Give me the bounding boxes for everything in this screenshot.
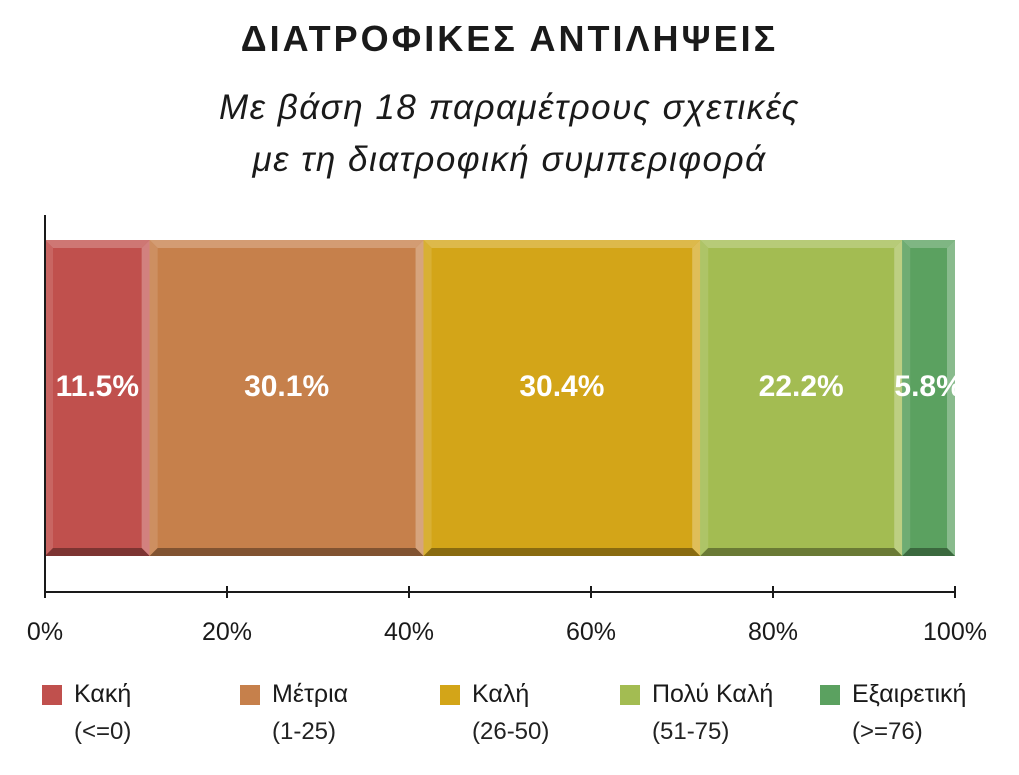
bar-segment-5: 5.8% [894, 240, 963, 556]
stacked-bar-chart: 11.5% 30.1% 30.4% 22.2% 5.8% 0% 20% 40% 60% 80% 1… [27, 215, 987, 646]
legend-range: (<=0) [74, 718, 132, 745]
data-label-1: 11.5% [56, 370, 139, 403]
data-label-5: 5.8% [894, 370, 962, 403]
legend-swatch [240, 685, 260, 705]
legend-range: (51-75) [652, 718, 730, 745]
x-tick-label: 40% [384, 618, 434, 646]
x-tick-label: 60% [566, 618, 616, 646]
data-label-3: 30.4% [519, 370, 604, 403]
legend-range: (>=76) [852, 718, 923, 745]
legend-label: Εξαιρετική [852, 680, 967, 708]
legend-label: Κακή [74, 680, 132, 708]
legend-label: Καλή [472, 680, 530, 708]
legend-swatch [620, 685, 640, 705]
legend-swatch [440, 685, 460, 705]
chart-subtitle-line2: με τη διατροφική συμπεριφορά [252, 140, 767, 179]
legend-range: (26-50) [472, 718, 550, 745]
chart-legend: Κακή (<=0) Μέτρια (1-25) Καλή (26-50) Πολύ Καλ… [0, 680, 1019, 770]
bar-segment-1: 11.5% [45, 240, 150, 556]
bar-segment-2: 30.1% [149, 240, 424, 556]
data-label-2: 30.1% [244, 370, 329, 403]
x-tick-label: 0% [27, 618, 63, 646]
x-tick-label: 20% [202, 618, 252, 646]
legend-label: Πολύ Καλή [652, 680, 774, 708]
x-tick-label: 100% [923, 618, 987, 646]
legend-swatch [42, 685, 62, 705]
legend-label: Μέτρια [272, 680, 349, 708]
legend-range: (1-25) [272, 718, 337, 745]
x-tick-label: 80% [748, 618, 798, 646]
data-label-4: 22.2% [759, 370, 844, 403]
legend-swatch [820, 685, 840, 705]
chart-subtitle-line1: Με βάση 18 παραμέτρους σχετικές [218, 88, 801, 127]
bar-segment-4: 22.2% [700, 240, 903, 556]
chart-title: ΔΙΑΤΡΟΦΙΚΕΣ ΑΝΤΙΛΗΨΕΙΣ [240, 18, 779, 59]
bar-segment-3: 30.4% [423, 240, 701, 556]
